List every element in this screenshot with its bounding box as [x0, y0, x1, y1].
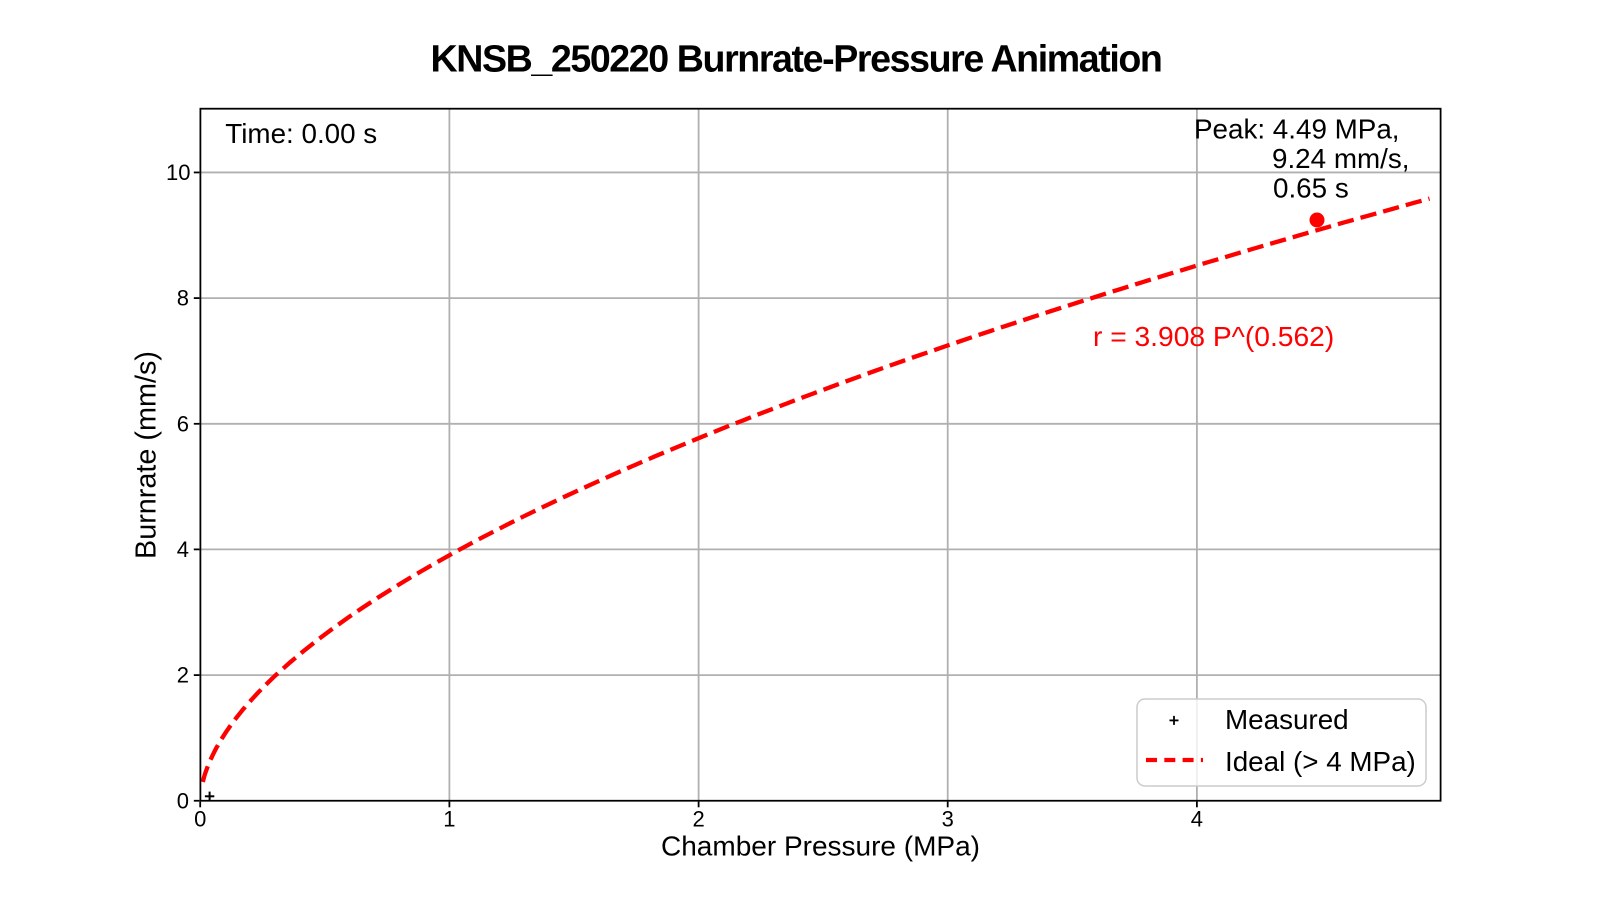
svg-text:3: 3	[942, 806, 954, 831]
svg-text:4: 4	[177, 537, 189, 562]
svg-text:Peak: 4.49 MPa,: Peak: 4.49 MPa,	[1194, 114, 1400, 145]
svg-text:Chamber Pressure (MPa): Chamber Pressure (MPa)	[661, 830, 980, 861]
svg-text:4: 4	[1191, 806, 1203, 831]
svg-text:2: 2	[692, 806, 704, 831]
svg-text:2: 2	[177, 663, 189, 688]
svg-text:Measured: Measured	[1225, 704, 1349, 735]
svg-text:9.24 mm/s,: 9.24 mm/s,	[1272, 143, 1409, 174]
svg-text:0.65 s: 0.65 s	[1273, 173, 1349, 204]
svg-text:6: 6	[177, 411, 189, 436]
svg-text:0: 0	[177, 788, 189, 813]
svg-text:0: 0	[194, 806, 206, 831]
svg-text:8: 8	[177, 286, 189, 311]
svg-text:Ideal (> 4 MPa): Ideal (> 4 MPa)	[1225, 746, 1416, 777]
svg-text:Time: 0.00 s: Time: 0.00 s	[225, 118, 377, 149]
svg-text:r = 3.908 P^(0.562): r = 3.908 P^(0.562)	[1093, 320, 1334, 352]
svg-text:10: 10	[166, 160, 190, 185]
svg-text:KNSB_250220 Burnrate-Pressure: KNSB_250220 Burnrate-Pressure Animation	[431, 37, 1162, 79]
svg-text:1: 1	[443, 806, 455, 831]
svg-text:Burnrate (mm/s): Burnrate (mm/s)	[131, 351, 163, 559]
